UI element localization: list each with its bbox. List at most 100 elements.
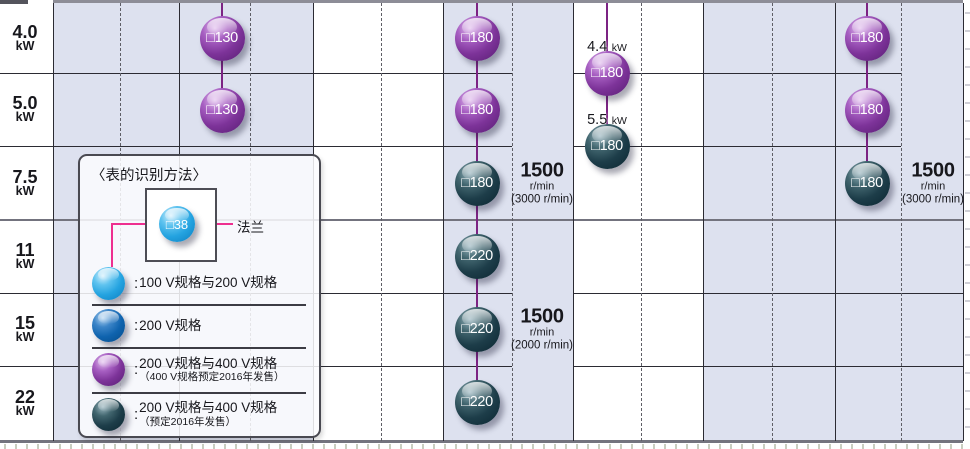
speed-main: 1500	[520, 305, 564, 328]
bottom-edge-tick	[774, 444, 776, 449]
bottom-edge-tick	[532, 444, 534, 449]
column-separator-line	[703, 3, 704, 441]
legend-color-ball	[92, 353, 125, 386]
bottom-edge-tick	[587, 444, 589, 449]
motor-node: □180	[844, 87, 890, 133]
column-separator-line	[963, 3, 964, 441]
legend-entry-label: 100 V规格与200 V规格	[139, 275, 278, 291]
right-edge-tick	[965, 318, 970, 320]
motor-node: □130	[199, 87, 245, 133]
motor-node-label: □220	[461, 394, 493, 410]
motor-node: □130	[199, 15, 245, 61]
bottom-edge-tick	[279, 444, 281, 449]
bottom-edge-tick	[224, 444, 226, 449]
right-edge-tick	[965, 66, 970, 68]
bottom-edge-tick	[422, 444, 424, 449]
bottom-edge-tick	[697, 444, 699, 449]
motor-node: □180	[844, 160, 890, 206]
motor-node: □180	[454, 160, 500, 206]
speed-alt: (3000 r/min)	[511, 193, 573, 206]
bottom-edge-tick	[598, 444, 600, 449]
right-edge-tick	[965, 12, 970, 14]
bottom-edge-tick	[345, 444, 347, 449]
column-dashed-line	[512, 3, 513, 441]
right-edge-tick	[965, 138, 970, 140]
right-edge-tick	[965, 174, 970, 176]
bottom-edge-tick	[169, 444, 171, 449]
row-separator-line	[0, 440, 963, 443]
sample-motor-node-label: □38	[165, 216, 189, 232]
bottom-edge-tick	[125, 444, 127, 449]
bottom-edge-tick	[114, 444, 116, 449]
bottom-edge-tick	[609, 444, 611, 449]
motor-node: □180	[454, 15, 500, 61]
column-dashed-line	[901, 3, 902, 441]
legend-entry-colon: :	[134, 274, 139, 292]
row-separator-line	[573, 146, 901, 147]
legend-color-ball	[92, 397, 125, 431]
column-separator-line	[53, 3, 54, 441]
power-unit: kW	[15, 404, 35, 419]
motor-node: □180	[454, 87, 500, 133]
bottom-edge-tick	[59, 444, 61, 449]
bottom-edge-tick	[565, 444, 567, 449]
motor-node: □180	[844, 15, 890, 61]
legend-separator	[92, 347, 306, 349]
bottom-edge-tick	[829, 444, 831, 449]
kw-value: 4.4	[587, 39, 608, 55]
power-value: 7.5	[12, 166, 38, 187]
bottom-edge-tick	[202, 444, 204, 449]
motor-node-label: □180	[851, 30, 883, 46]
bottom-edge-tick	[675, 444, 677, 449]
kw-unit: kW	[611, 115, 627, 127]
power-value: 4.0	[12, 21, 38, 42]
legend-entry: :200 V规格与400 V规格 （400 V规格预定2016年发售）	[80, 348, 308, 392]
motor-node-label: □130	[206, 102, 238, 118]
motor-node-label: □180	[461, 30, 493, 46]
bottom-edge-tick	[158, 444, 160, 449]
bottom-edge-tick	[213, 444, 215, 449]
bottom-edge-tick	[928, 444, 930, 449]
bottom-edge-tick	[521, 444, 523, 449]
motor-node-label: □180	[461, 175, 493, 191]
bottom-edge-tick	[15, 444, 17, 449]
bottom-edge-tick	[884, 444, 886, 449]
speed-label: 1500 r/min (2000 r/min)	[511, 305, 573, 352]
legend-entry-note: （400 V规格预定2016年发售）	[139, 371, 285, 384]
legend-title: 〈表的识别方法〉	[91, 168, 207, 184]
column-separator-line	[835, 3, 836, 441]
column-separator-line	[443, 3, 444, 441]
legend-entry-label: 200 V规格与400 V规格	[139, 355, 278, 371]
motor-node-label: □220	[461, 248, 493, 264]
right-edge-tick	[965, 246, 970, 248]
power-row-label: 11 kW	[0, 220, 50, 293]
bottom-edge-tick	[147, 444, 149, 449]
bottom-edge-tick	[488, 444, 490, 449]
shaded-column-band	[703, 3, 963, 441]
right-edge-tick	[965, 354, 970, 356]
legend-separator	[92, 392, 306, 394]
bottom-edge-tick	[466, 444, 468, 449]
motor-node: □180	[584, 50, 630, 96]
power-unit: kW	[15, 110, 35, 125]
bottom-edge-tick	[620, 444, 622, 449]
motor-node-label: □180	[851, 175, 883, 191]
bottom-edge-tick	[917, 444, 919, 449]
power-unit: kW	[15, 183, 35, 198]
bottom-edge-tick	[730, 444, 732, 449]
shaded-column-band	[443, 3, 573, 441]
speed-unit: r/min	[920, 180, 946, 193]
bottom-edge-tick	[400, 444, 402, 449]
flange-label: 法兰	[237, 220, 264, 235]
right-edge-tick	[965, 228, 970, 230]
power-unit: kW	[15, 257, 35, 272]
right-edge-tick	[965, 48, 970, 50]
bottom-edge-tick	[411, 444, 413, 449]
motor-node-label: □180	[591, 138, 623, 154]
right-edge-tick	[965, 390, 970, 392]
power-unit: kW	[15, 330, 35, 345]
bottom-edge-tick	[807, 444, 809, 449]
power-row-label: 5.0 kW	[0, 73, 50, 146]
bottom-edge-tick	[191, 444, 193, 449]
bottom-edge-tick	[543, 444, 545, 449]
